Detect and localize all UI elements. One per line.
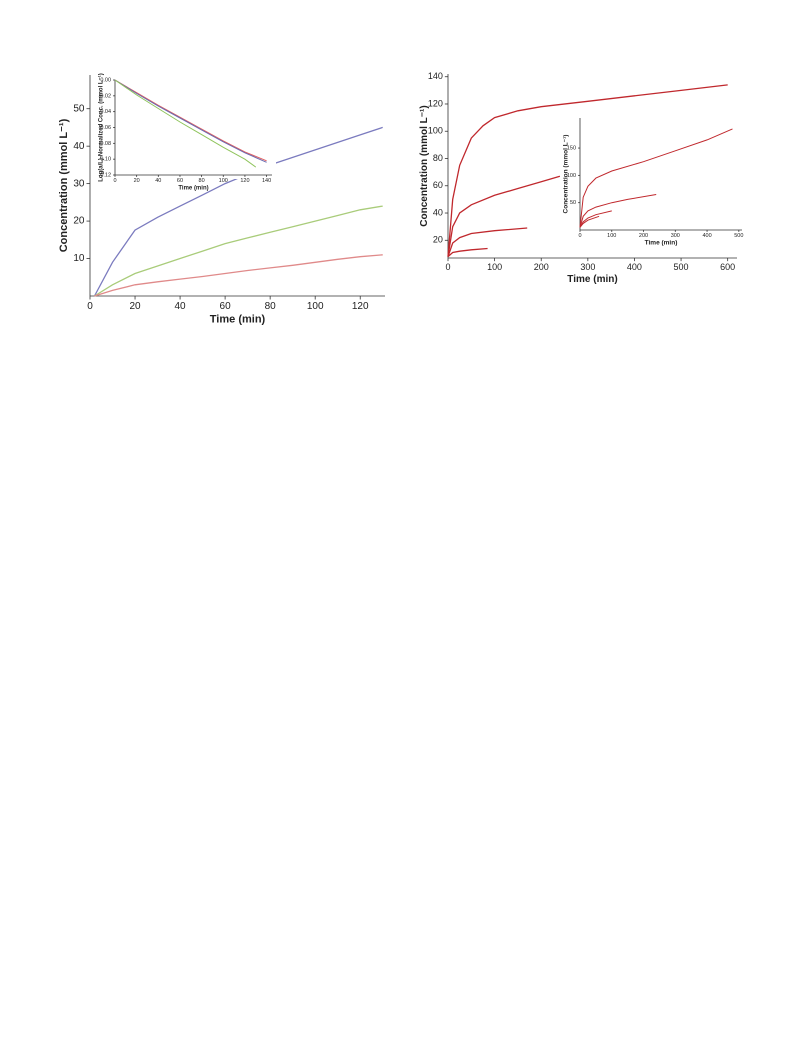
x-tick-label: 0 (445, 262, 450, 272)
x-tick-label: 80 (199, 178, 205, 184)
series-line (94, 205, 383, 297)
y-tick-label: 50 (570, 200, 576, 206)
series-line (447, 227, 528, 257)
x-tick-label: 0 (113, 178, 116, 184)
x-tick-label: 100 (307, 301, 324, 312)
x-tick-label: 400 (627, 262, 642, 272)
x-tick-label: 120 (352, 301, 369, 312)
series-line (114, 79, 257, 168)
x-tick-label: 100 (487, 262, 502, 272)
x-axis-label: Time (min) (645, 240, 678, 247)
y-tick-label: -0.10 (99, 157, 112, 163)
x-tick-label: 60 (177, 178, 183, 184)
x-tick-label: 100 (219, 178, 228, 184)
y-tick-label: 40 (433, 207, 443, 217)
x-axis-label: Time (min) (178, 186, 208, 192)
y-axis-label: Concentration (mmol L⁻¹) (562, 135, 569, 214)
series-line (114, 79, 267, 163)
y-tick-label: 20 (73, 216, 85, 227)
y-tick-label: 60 (433, 180, 443, 190)
y-tick-label: -0.02 (99, 93, 112, 99)
y-tick-label: 10 (73, 253, 85, 264)
x-tick-label: 300 (580, 262, 595, 272)
x-tick-label: 300 (671, 233, 680, 239)
y-tick-label: 0.00 (100, 77, 111, 83)
x-tick-label: 40 (155, 178, 161, 184)
x-tick-label: 80 (265, 301, 277, 312)
series-line (447, 84, 728, 257)
y-tick-label: 80 (433, 153, 443, 163)
x-tick-label: 400 (702, 233, 711, 239)
y-tick-label: -0.06 (99, 125, 112, 131)
x-axis-label: Time (min) (210, 313, 266, 325)
series-line (579, 194, 657, 228)
x-tick-label: 60 (220, 301, 232, 312)
x-tick-label: 120 (240, 178, 249, 184)
y-tick-label: 20 (433, 235, 443, 245)
x-tick-label: 600 (720, 262, 735, 272)
x-tick-label: 500 (674, 262, 689, 272)
y-tick-label: 50 (73, 103, 85, 114)
x-tick-label: 0 (87, 301, 93, 312)
x-tick-label: 200 (534, 262, 549, 272)
y-tick-label: 100 (567, 173, 576, 179)
series-line (579, 128, 733, 228)
x-tick-label: 200 (639, 233, 648, 239)
y-tick-label: -0.08 (99, 141, 112, 147)
inset-background (576, 114, 746, 234)
series-line (94, 254, 383, 297)
series-line (579, 215, 600, 228)
x-tick-label: 20 (129, 301, 141, 312)
y-tick-label: 100 (428, 126, 443, 136)
y-tick-label: 150 (567, 146, 576, 152)
y-axis-label: Concentration (mmol L⁻¹) (58, 118, 70, 252)
x-tick-label: 140 (262, 178, 271, 184)
series-line (114, 79, 267, 162)
series-line (447, 247, 488, 258)
x-axis-label: Time (min) (567, 274, 617, 285)
x-tick-label: 40 (175, 301, 187, 312)
y-tick-label: -0.12 (99, 172, 112, 178)
x-tick-label: 100 (607, 233, 616, 239)
y-axis-label: Concentration (mmol L⁻¹) (419, 105, 430, 226)
y-tick-label: 120 (428, 98, 443, 108)
y-axis-label: Log(a/L)-Normalized Conc. (mmol L⁻¹) (97, 73, 104, 182)
y-tick-label: 30 (73, 178, 85, 189)
y-tick-label: -0.04 (99, 109, 112, 115)
y-tick-label: 40 (73, 141, 85, 152)
x-tick-label: 0 (578, 233, 581, 239)
x-tick-label: 500 (734, 233, 743, 239)
series-line (447, 175, 561, 257)
series-line (579, 210, 612, 228)
x-tick-label: 20 (134, 178, 140, 184)
y-tick-label: 140 (428, 71, 443, 81)
